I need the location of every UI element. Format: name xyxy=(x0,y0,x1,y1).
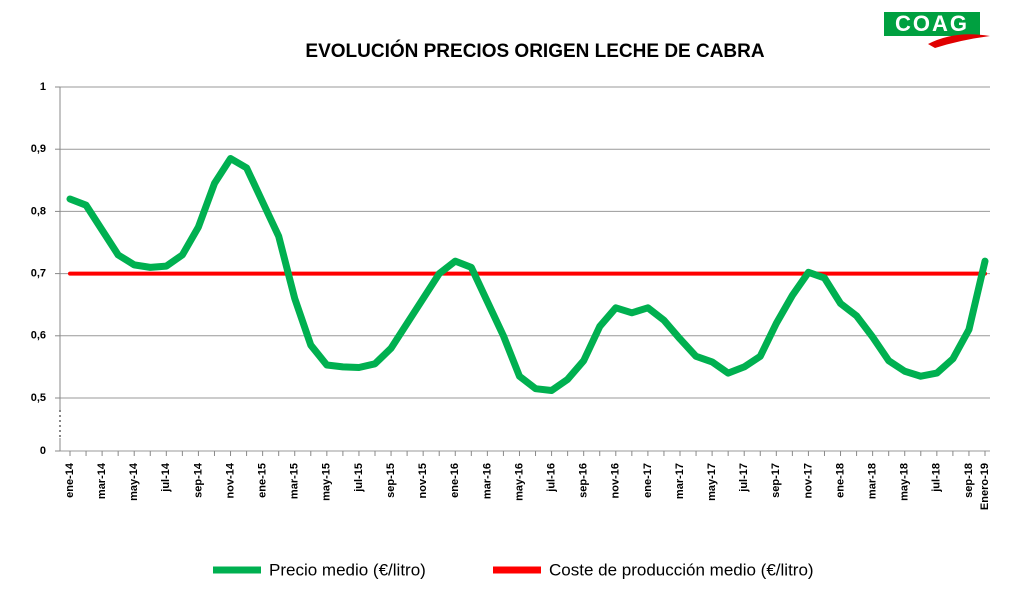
x-tick-label: sep-17 xyxy=(770,463,782,498)
chart-title: EVOLUCIÓN PRECIOS ORIGEN LECHE DE CABRA xyxy=(305,40,764,62)
plot: 0 0,5 0,6 0,7 0,8 0,9 1 ene-14 mar-14 may-14 jul-1… xyxy=(31,81,991,580)
x-tick-label: Enero-19 xyxy=(979,463,991,510)
y-tick-label: 1 xyxy=(40,81,46,93)
y-tick-label: 0,6 xyxy=(31,330,46,342)
x-tick-label: ene-14 xyxy=(64,462,76,498)
y-tick-label: 0 xyxy=(40,445,46,457)
x-tick-label: mar-14 xyxy=(96,462,108,499)
x-tick-label: jul-17 xyxy=(738,463,750,493)
x-tick-label: jul-16 xyxy=(545,463,557,493)
x-tick-label: nov-17 xyxy=(802,463,814,498)
y-tick-label: 0,8 xyxy=(31,205,46,217)
x-tick-label: may-17 xyxy=(706,463,718,501)
x-tick-label: nov-14 xyxy=(224,462,236,498)
x-tick-label: nov-15 xyxy=(417,463,429,498)
logo-swoosh xyxy=(928,34,990,48)
y-tick-label: 0,9 xyxy=(31,143,46,155)
x-tick-label: mar-15 xyxy=(289,463,301,499)
x-tick-label: sep-15 xyxy=(385,463,397,498)
x-tick-label: may-16 xyxy=(513,463,525,501)
legend-label: Precio medio (€/litro) xyxy=(269,560,426,579)
x-tick-label: mar-17 xyxy=(674,463,686,499)
x-tick-label: nov-16 xyxy=(610,463,622,498)
logo-box xyxy=(884,12,980,36)
logo-text: COAG xyxy=(895,11,969,36)
x-tick-label: jul-18 xyxy=(931,463,943,493)
series-line xyxy=(66,155,989,395)
x-tick-label: may-15 xyxy=(321,463,333,501)
x-tick-label: ene-15 xyxy=(257,463,269,498)
x-tick-label: ene-17 xyxy=(642,463,654,498)
logo: COAG xyxy=(884,11,990,48)
x-tick-label: mar-16 xyxy=(481,463,493,499)
x-tick-label: sep-14 xyxy=(192,462,204,498)
x-tick-label: jul-14 xyxy=(160,462,172,493)
x-tick-label: may-14 xyxy=(128,462,140,501)
x-tick-label: mar-18 xyxy=(867,463,879,499)
x-tick-label: ene-16 xyxy=(449,463,461,498)
x-tick-label: jul-15 xyxy=(353,463,365,493)
legend-label: Coste de producción medio (€/litro) xyxy=(549,560,814,579)
x-tick-label: ene-18 xyxy=(834,463,846,498)
x-tick-label: sep-16 xyxy=(578,463,590,498)
y-tick-label: 0,7 xyxy=(31,268,46,280)
x-tick-label: may-18 xyxy=(899,463,911,501)
y-tick-label: 0,5 xyxy=(31,392,46,404)
x-tick-label: sep-18 xyxy=(963,463,975,498)
